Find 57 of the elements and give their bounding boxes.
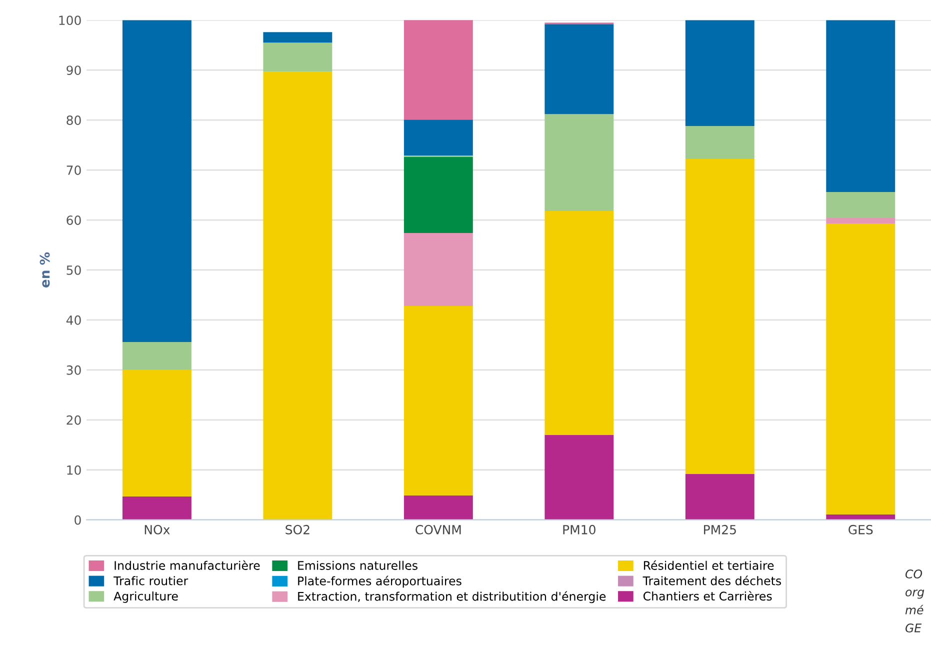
bar xyxy=(685,20,754,126)
bar xyxy=(122,370,192,496)
legend-label: Trafic routier xyxy=(114,576,188,586)
y-tick-label: 0 xyxy=(74,515,81,525)
bar xyxy=(404,495,473,520)
x-tick-label: SO2 xyxy=(286,524,310,534)
legend-label: Emissions naturelles xyxy=(298,560,418,570)
legend-label: Traitement des déchets xyxy=(642,576,782,586)
bar xyxy=(826,20,896,192)
bar xyxy=(404,233,473,306)
bar xyxy=(404,120,473,156)
bar xyxy=(544,24,614,114)
legend-label: Résidentiel et tertiaire xyxy=(644,560,774,570)
y-tick-label: 10 xyxy=(67,465,81,475)
y-tick-label: 50 xyxy=(66,265,81,275)
y-tick-label: 40 xyxy=(66,315,81,325)
y-tick-label: 30 xyxy=(66,365,81,375)
legend-label: Extraction, transformation et distributition d'énergie xyxy=(298,591,606,604)
x-tick-label: NOx xyxy=(144,524,170,534)
text: org xyxy=(906,590,924,599)
bar xyxy=(544,211,614,435)
bar xyxy=(122,342,192,370)
legend-label: Chantiers et Carrières xyxy=(643,590,772,601)
text: GE xyxy=(906,623,922,632)
bar xyxy=(404,306,473,496)
bar xyxy=(826,224,896,514)
y-tick-label: 80 xyxy=(66,116,81,125)
bar xyxy=(544,114,614,212)
bar xyxy=(826,218,896,224)
bar xyxy=(685,159,754,474)
legend-label: Industrie manufacturière xyxy=(114,560,260,570)
bar xyxy=(263,72,332,520)
x-tick-label: PM10 xyxy=(563,524,596,534)
x-tick-label: COVNM xyxy=(416,524,461,534)
y-axis-title: en % xyxy=(40,252,50,288)
y-tick-label: 20 xyxy=(66,415,81,425)
legend-label: Agriculture xyxy=(114,591,178,603)
bar xyxy=(826,192,896,218)
bar xyxy=(685,474,754,520)
x-tick-label: GES xyxy=(848,524,873,534)
bar xyxy=(544,434,614,520)
bar xyxy=(404,20,473,120)
bar xyxy=(685,126,754,160)
bar xyxy=(263,32,332,43)
text: CO xyxy=(905,569,922,578)
bar xyxy=(122,20,192,342)
bar xyxy=(404,157,473,234)
legend-label: Plate-formes aéroportuaires xyxy=(298,576,462,588)
bar xyxy=(263,42,332,72)
y-tick-label: 60 xyxy=(66,215,81,225)
y-tick-label: 100 xyxy=(59,16,81,26)
y-tick-label: 90 xyxy=(66,66,81,76)
text: mé xyxy=(905,604,924,614)
bar xyxy=(826,514,896,520)
x-tick-label: PM25 xyxy=(704,524,736,534)
y-tick-label: 70 xyxy=(66,166,81,175)
bar xyxy=(122,496,192,520)
